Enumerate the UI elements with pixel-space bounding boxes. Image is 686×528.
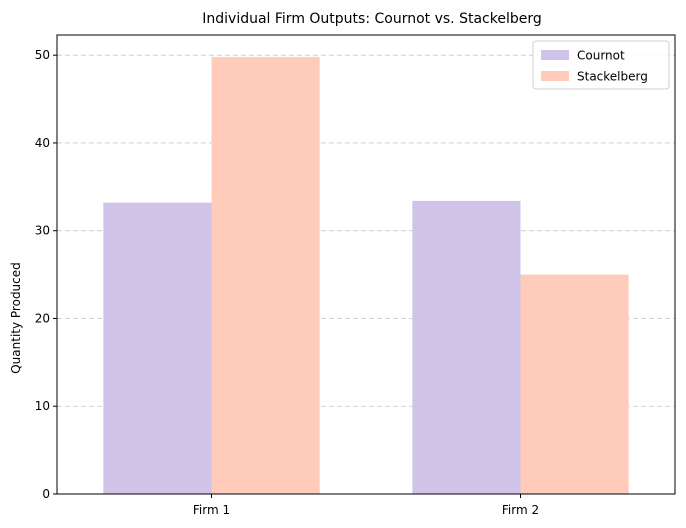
y-tick-label: 10 [35, 399, 50, 413]
plot-frame [56, 34, 676, 495]
bars [103, 56, 629, 495]
x-tick-label: Firm 2 [502, 503, 539, 517]
legend-swatch-cournot [541, 50, 569, 60]
y-tick-label: 40 [35, 136, 50, 150]
bar-stackelberg-firm-2 [520, 274, 629, 494]
y-tick-label: 0 [42, 487, 50, 501]
legend: Cournot Stackelberg [532, 40, 670, 90]
bar-stackelberg-firm-1 [211, 56, 320, 494]
y-tick-label: 20 [35, 311, 50, 325]
tick-labels: 0 10 20 30 40 50 Firm 1 Firm 2 [35, 48, 539, 517]
y-tick-label: 30 [35, 224, 50, 238]
bar-cournot-firm-2 [412, 200, 521, 494]
axes [53, 34, 676, 498]
y-axis-title: Quantity Produced [9, 262, 23, 374]
y-tick-label: 50 [35, 48, 50, 62]
legend-swatch-stackelberg [541, 71, 569, 81]
x-tick-label: Firm 1 [193, 503, 230, 517]
legend-label-cournot: Cournot [577, 49, 625, 63]
chart-title: Individual Firm Outputs: Cournot vs. Sta… [202, 11, 542, 27]
legend-label-stackelberg: Stackelberg [577, 70, 648, 84]
bar-cournot-firm-1 [103, 202, 212, 495]
